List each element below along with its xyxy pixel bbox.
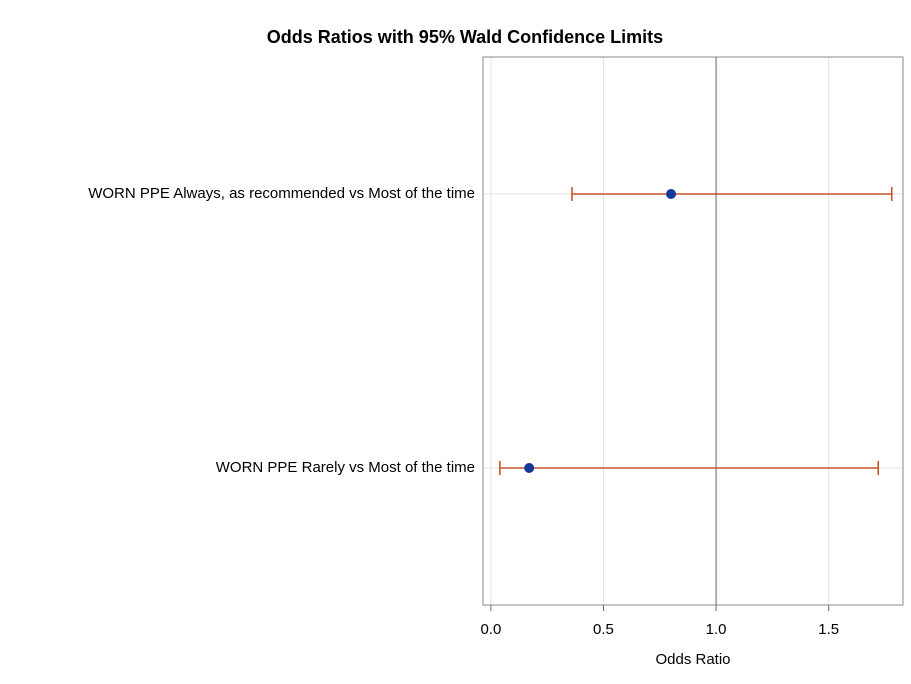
x-tick-label: 0.5 [593,621,614,638]
chart-title: Odds Ratios with 95% Wald Confidence Lim… [267,27,663,47]
x-tick-label: 1.0 [706,621,727,638]
point-estimate [524,463,535,473]
point-estimate [666,189,677,199]
x-tick-label: 0.0 [480,621,501,638]
x-axis-label: Odds Ratio [655,651,730,668]
plot-frame [482,56,904,606]
y-tick-label: WORN PPE Always, as recommended vs Most … [88,185,475,202]
x-tick-label: 1.5 [818,621,839,638]
y-tick-label: WORN PPE Rarely vs Most of the time [216,459,475,476]
